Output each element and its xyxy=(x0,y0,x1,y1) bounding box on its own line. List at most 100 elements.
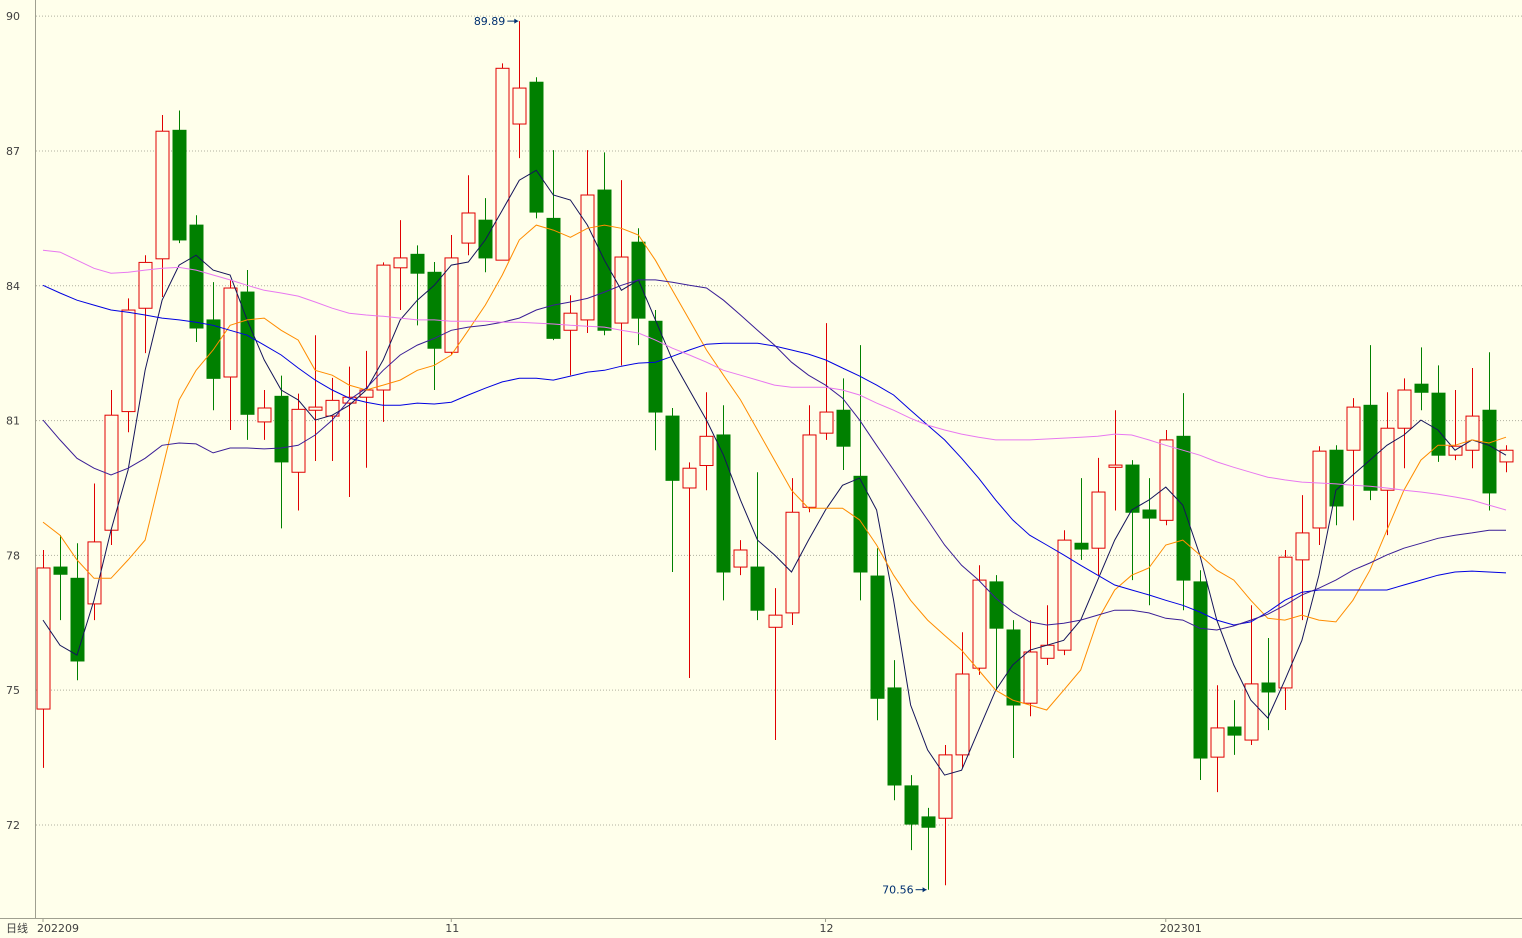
candle-body xyxy=(240,291,255,415)
ma-line xyxy=(42,169,1507,776)
candle-body xyxy=(1312,450,1327,529)
candle-body xyxy=(1193,581,1208,759)
annotation-arrowhead xyxy=(514,18,519,24)
candle-body xyxy=(138,261,153,309)
candle-body xyxy=(665,415,680,481)
candle-body xyxy=(410,253,425,274)
ma-line xyxy=(42,279,1506,631)
candle-body xyxy=(1023,651,1038,704)
candle-body xyxy=(155,130,170,260)
ma-line xyxy=(42,224,1507,711)
candle-body xyxy=(768,614,783,628)
candle-body xyxy=(121,309,136,413)
candle-body xyxy=(87,541,102,605)
candle-body xyxy=(1159,439,1174,521)
y-tick-label: 90 xyxy=(6,10,20,23)
annotation-arrowhead xyxy=(922,887,927,893)
candle-body xyxy=(36,567,51,710)
candle-body xyxy=(870,575,885,699)
candle-body xyxy=(1414,383,1429,393)
candle-body xyxy=(989,581,1004,629)
candle-body xyxy=(461,212,476,244)
candle-body xyxy=(53,566,68,575)
candle-body xyxy=(1074,542,1089,550)
candle-body xyxy=(785,511,800,614)
period-label: 日线 xyxy=(6,921,28,935)
candle-body xyxy=(853,475,868,573)
candle-body xyxy=(1448,445,1463,456)
candle-body xyxy=(1006,629,1021,706)
extreme-label: 89.89 xyxy=(474,15,506,28)
candle-body xyxy=(955,673,970,756)
ma-line xyxy=(42,284,1507,626)
candle-body xyxy=(274,395,289,463)
candle-body xyxy=(699,435,714,467)
y-tick-label: 72 xyxy=(6,819,20,832)
candle-body xyxy=(1227,726,1242,736)
candle-body xyxy=(887,687,902,786)
candle-body xyxy=(291,408,306,473)
candle-body xyxy=(836,409,851,447)
candle-body xyxy=(904,785,919,825)
candle-body xyxy=(495,67,510,261)
extreme-label: 70.56 xyxy=(882,884,914,897)
candle-body xyxy=(529,81,544,213)
candle-body xyxy=(972,579,987,669)
candle-body xyxy=(682,467,697,489)
candle-body xyxy=(376,264,391,391)
candle-body xyxy=(1431,392,1446,456)
candle-body xyxy=(257,407,272,423)
x-tick-label: 202209 xyxy=(37,922,79,935)
candle-body xyxy=(921,816,936,828)
candle-body xyxy=(1108,464,1123,468)
candle-body xyxy=(563,312,578,331)
candle-body xyxy=(189,224,204,329)
candle-body xyxy=(1142,509,1157,519)
candle-body xyxy=(1295,532,1310,561)
y-tick-label: 81 xyxy=(6,415,20,428)
candle-body xyxy=(172,129,187,241)
candle-body xyxy=(1210,727,1225,758)
candle-body xyxy=(1465,415,1480,451)
candle-body xyxy=(750,566,765,611)
candle-body xyxy=(1397,389,1412,429)
candle-body xyxy=(819,411,834,434)
x-tick-label: 11 xyxy=(445,922,459,935)
candle-body xyxy=(1125,464,1140,513)
y-tick-label: 78 xyxy=(6,549,20,562)
candle-body xyxy=(512,87,527,125)
candle-body xyxy=(1482,409,1497,494)
y-tick-label: 87 xyxy=(6,145,20,158)
candle-body xyxy=(1040,644,1055,659)
x-tick-label: 12 xyxy=(820,922,834,935)
candle-body xyxy=(444,257,459,353)
candle-body xyxy=(580,194,595,321)
candle-body xyxy=(1499,449,1514,463)
candle-body xyxy=(1244,683,1259,741)
y-tick-label: 84 xyxy=(6,280,20,293)
candle-body xyxy=(648,320,663,413)
candle-body xyxy=(1091,491,1106,549)
candle-body xyxy=(1261,682,1276,693)
candle-body xyxy=(70,577,85,662)
candle-body xyxy=(1346,406,1361,451)
x-tick-label: 202301 xyxy=(1160,922,1202,935)
candle-body xyxy=(716,434,731,573)
y-tick-label: 75 xyxy=(6,684,20,697)
candle-body xyxy=(427,271,442,349)
candle-body xyxy=(546,217,561,339)
candle-body xyxy=(1278,556,1293,689)
candle-body xyxy=(938,754,953,819)
candle-body xyxy=(1329,449,1344,507)
ma-line xyxy=(42,249,1507,511)
candle-body xyxy=(1363,404,1378,491)
candle-body xyxy=(1380,427,1395,491)
candle-body xyxy=(393,257,408,269)
candle-body xyxy=(308,406,323,411)
candle-body xyxy=(733,549,748,568)
candle-body xyxy=(325,399,340,417)
candle-body xyxy=(223,287,238,378)
